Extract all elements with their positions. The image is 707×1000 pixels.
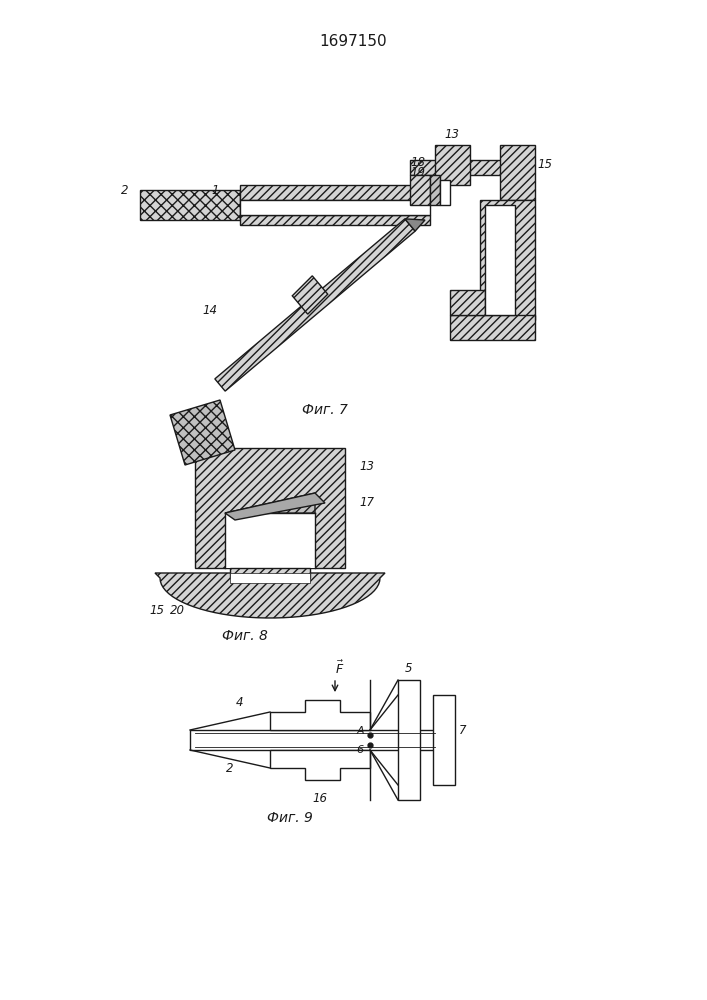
Text: 2: 2 [226, 762, 234, 774]
Polygon shape [450, 290, 485, 315]
Text: A: A [356, 726, 364, 736]
Text: 13: 13 [359, 460, 375, 473]
Text: $\vec{F}$: $\vec{F}$ [335, 659, 345, 677]
Text: Фиг. 8: Фиг. 8 [222, 629, 268, 643]
Polygon shape [155, 573, 385, 618]
Text: 1697150: 1697150 [319, 34, 387, 49]
Text: 4: 4 [236, 696, 244, 708]
Text: 20: 20 [170, 603, 185, 616]
Polygon shape [430, 175, 440, 205]
Polygon shape [450, 315, 535, 340]
Polygon shape [170, 400, 235, 465]
Polygon shape [398, 680, 420, 800]
Text: 14: 14 [202, 304, 218, 316]
Polygon shape [190, 730, 440, 750]
Polygon shape [433, 695, 455, 785]
Polygon shape [292, 276, 328, 314]
Text: 15: 15 [149, 603, 165, 616]
Text: 2: 2 [121, 184, 129, 196]
Polygon shape [225, 493, 325, 520]
Text: 13: 13 [445, 128, 460, 141]
Text: 1: 1 [211, 184, 218, 196]
Polygon shape [240, 200, 430, 215]
Polygon shape [225, 513, 315, 568]
Polygon shape [195, 448, 345, 568]
Text: 17: 17 [359, 496, 375, 510]
Text: Фиг. 9: Фиг. 9 [267, 811, 313, 825]
Text: 6: 6 [356, 745, 363, 755]
Text: 15: 15 [537, 158, 552, 172]
Polygon shape [440, 180, 450, 205]
Polygon shape [410, 160, 530, 175]
Text: 19: 19 [411, 165, 426, 178]
Polygon shape [500, 145, 535, 200]
Polygon shape [240, 185, 430, 200]
Polygon shape [270, 750, 370, 780]
Polygon shape [405, 219, 425, 231]
Text: 16: 16 [312, 792, 327, 804]
Polygon shape [410, 175, 430, 205]
Polygon shape [485, 205, 515, 315]
Polygon shape [215, 219, 415, 391]
Polygon shape [230, 573, 310, 583]
Text: 7: 7 [460, 724, 467, 736]
Polygon shape [140, 190, 240, 220]
Polygon shape [230, 568, 310, 578]
Polygon shape [225, 493, 315, 513]
Polygon shape [480, 200, 535, 320]
Polygon shape [270, 700, 370, 730]
Polygon shape [240, 215, 430, 225]
Text: Фиг. 7: Фиг. 7 [302, 403, 348, 417]
Polygon shape [435, 145, 470, 185]
Text: 5: 5 [405, 662, 413, 674]
Text: 18: 18 [411, 155, 426, 168]
